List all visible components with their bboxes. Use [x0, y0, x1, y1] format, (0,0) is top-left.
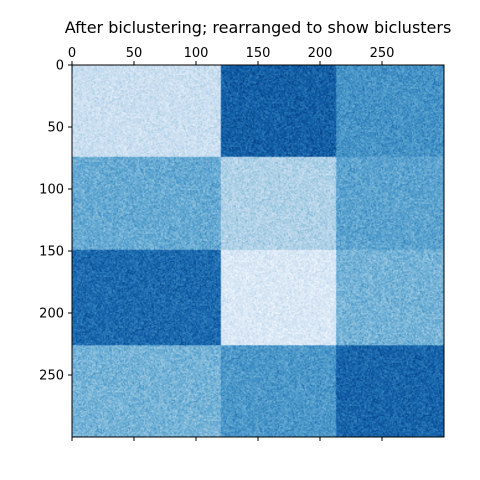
chart-title: After biclustering; rearranged to show b… — [65, 18, 452, 37]
x-axis-ticks: 0 50 100 150 200 250 — [68, 46, 395, 441]
y-tick-label: 100 — [39, 183, 64, 198]
x-tick-label: 50 — [126, 46, 143, 61]
y-tick-label: 150 — [39, 245, 64, 260]
heatmap-image — [72, 65, 444, 437]
x-tick-label: 150 — [246, 46, 271, 61]
y-tick-label: 0 — [56, 59, 64, 74]
y-tick-label: 200 — [39, 307, 64, 322]
x-tick-label: 0 — [68, 46, 76, 61]
plot-area — [72, 65, 444, 437]
x-tick-label: 100 — [184, 46, 209, 61]
x-tick-label: 200 — [308, 46, 333, 61]
y-axis-ticks: 0 50 100 150 200 250 — [39, 59, 72, 384]
x-tick-label: 250 — [370, 46, 395, 61]
y-tick-label: 250 — [39, 369, 64, 384]
y-tick-label: 50 — [47, 121, 64, 136]
